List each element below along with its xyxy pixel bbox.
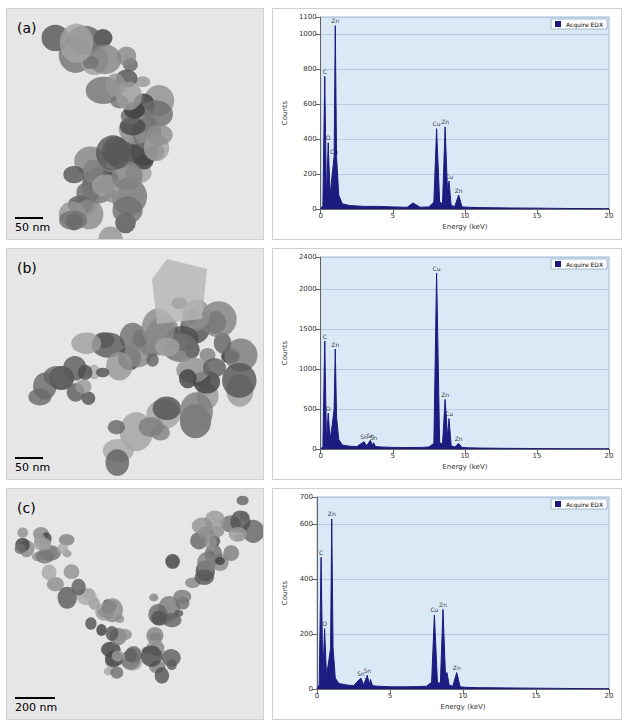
svg-text:Sn: Sn [360,433,368,441]
svg-text:O: O [326,134,331,141]
svg-text:20: 20 [605,452,614,460]
svg-text:1500: 1500 [299,325,317,333]
svg-text:Acquire EDX: Acquire EDX [566,21,603,29]
svg-text:C: C [319,549,323,556]
svg-text:Zn: Zn [455,435,463,442]
svg-text:O: O [322,620,327,627]
svg-text:800: 800 [303,65,316,73]
svg-text:600: 600 [303,100,316,108]
svg-text:0: 0 [312,205,316,213]
svg-text:Cu: Cu [330,148,339,156]
svg-text:Energy (keV): Energy (keV) [442,223,487,231]
svg-text:200 nm: 200 nm [15,701,57,714]
svg-text:0: 0 [309,685,313,693]
svg-text:Zn: Zn [441,118,449,125]
svg-text:Sn: Sn [363,667,371,674]
svg-text:50 nm: 50 nm [15,461,50,474]
svg-text:Sn: Sn [370,434,378,441]
svg-text:500: 500 [303,405,316,413]
svg-text:Counts: Counts [281,580,289,605]
svg-text:0: 0 [318,212,322,220]
svg-text:(a): (a) [17,20,37,36]
svg-text:5: 5 [391,452,395,460]
svg-text:Counts: Counts [281,340,289,365]
svg-text:15: 15 [532,452,541,460]
svg-text:10: 10 [460,452,469,460]
svg-text:C: C [323,333,327,340]
svg-text:Energy (keV): Energy (keV) [442,463,487,471]
svg-text:1000: 1000 [299,365,317,373]
svg-text:Acquire EDX: Acquire EDX [566,501,603,509]
svg-text:Cu: Cu [445,410,453,418]
svg-text:2400: 2400 [299,253,317,261]
svg-text:Counts: Counts [281,100,289,125]
svg-text:5: 5 [388,692,392,700]
svg-text:2000: 2000 [299,285,317,293]
svg-text:10: 10 [460,212,469,220]
svg-text:Zn: Zn [439,601,447,608]
svg-text:15: 15 [532,212,541,220]
svg-text:20: 20 [605,212,614,220]
svg-text:50 nm: 50 nm [15,221,50,234]
svg-text:0: 0 [312,445,316,453]
svg-text:1100: 1100 [299,13,317,21]
svg-text:200: 200 [300,630,313,638]
svg-text:Energy (keV): Energy (keV) [440,703,485,711]
svg-text:0: 0 [318,452,322,460]
svg-text:(b): (b) [17,260,37,276]
svg-text:O: O [326,405,331,412]
svg-text:Zn: Zn [441,391,449,398]
svg-text:15: 15 [532,692,541,700]
svg-text:Cu: Cu [433,265,441,272]
svg-text:Zn: Zn [331,17,339,24]
svg-text:0: 0 [315,692,319,700]
svg-text:700: 700 [300,493,313,501]
svg-text:5: 5 [391,212,395,220]
svg-text:400: 400 [300,575,313,583]
svg-text:20: 20 [605,692,614,700]
svg-text:Zn: Zn [328,510,336,517]
svg-text:200: 200 [303,170,316,178]
svg-text:C: C [323,68,327,75]
svg-text:Cu: Cu [433,120,441,127]
svg-text:Cu: Cu [430,606,438,613]
svg-text:Cu: Cu [445,172,453,180]
svg-text:Zn: Zn [331,341,339,348]
svg-text:Sn: Sn [357,669,365,677]
svg-text:Acquire EDX: Acquire EDX [566,261,603,269]
svg-text:Zn: Zn [453,664,461,671]
svg-text:1000: 1000 [299,30,317,38]
svg-text:Zn: Zn [455,187,463,194]
svg-text:(c): (c) [17,500,36,516]
svg-text:600: 600 [300,520,313,528]
svg-text:10: 10 [459,692,468,700]
svg-text:400: 400 [303,135,316,143]
